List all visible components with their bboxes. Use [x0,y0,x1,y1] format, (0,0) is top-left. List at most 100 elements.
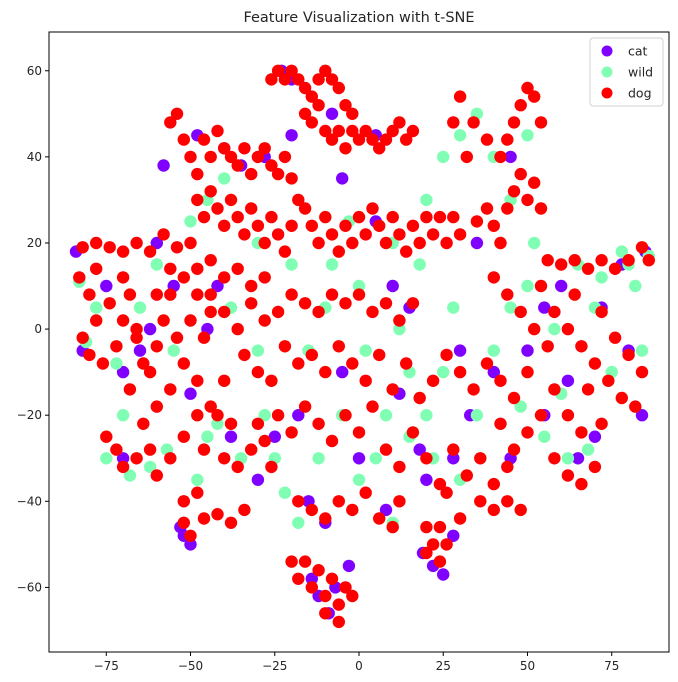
dog-point [177,357,190,370]
dog-point [501,460,514,474]
dog-point [305,116,318,129]
dog-point [305,90,318,103]
dog-point [534,202,548,215]
y-tick-label: 40 [27,150,42,164]
dog-point [224,193,238,207]
dog-point [204,254,217,267]
wild-point [352,279,366,293]
dog-point [393,116,406,129]
dog-point [76,241,89,254]
cat-point [251,473,265,486]
wild-point [581,443,595,456]
chart-title: Feature Visualization with t-SNE [243,10,474,26]
dog-point [386,210,399,224]
cat-point [211,279,224,293]
cat-point [379,503,393,517]
dog-point [305,348,318,362]
dog-point [278,340,292,353]
dog-point [467,383,480,396]
dog-point [608,331,622,344]
dog-point [379,236,393,250]
dog-point [474,452,487,465]
dog-point [325,73,339,86]
dog-point [191,486,204,499]
cat-point [305,572,318,585]
wild-point [453,129,467,142]
cat-point [116,365,130,379]
dog-point [150,288,163,301]
dog-point [258,314,271,327]
dog-point [123,383,137,396]
cat-point [184,538,197,551]
dog-point [204,288,217,301]
dog-point [319,365,332,379]
dog-point [197,210,211,224]
cat-point [453,344,467,357]
wild-point [528,236,541,250]
dog-point [359,374,372,387]
dog-point [581,383,595,396]
dog-point [453,90,467,103]
wild-point [352,473,366,486]
dog-point [332,615,345,629]
dog-point [150,340,163,353]
dog-point [325,572,339,585]
dog-point [494,236,507,250]
dog-point [561,322,575,336]
dog-point [528,176,541,189]
dog-point [521,426,534,439]
dog-point [541,340,554,353]
dog-point [103,241,116,254]
dog-point [298,297,312,310]
dog-point [608,262,622,275]
dog-point [258,142,271,155]
dog-point [346,589,359,603]
dog-point [629,400,642,413]
dog-point [298,400,312,413]
dog-point [170,241,184,254]
dog-point [150,469,163,482]
dog-point [393,460,406,474]
dog-point [366,202,379,215]
cat-point [571,452,585,465]
wild-point [251,344,265,357]
dog-point [339,219,352,232]
dog-point [164,262,177,275]
dog-point [501,288,514,301]
wild-point [110,357,123,370]
dog-point [177,133,190,146]
dog-point [507,391,521,405]
dog-point [346,357,359,370]
dog-point [440,486,453,499]
cat-point [143,322,157,336]
dog-point [251,417,265,430]
cat-point [470,236,484,250]
dog-point [319,64,332,78]
dog-point [373,512,386,525]
cat-point [325,107,339,121]
dog-point [501,133,514,146]
dog-point [413,391,426,405]
dog-point [494,374,507,387]
cat-point [224,430,238,443]
dog-point [433,555,447,568]
dog-point [130,322,143,336]
dog-point [332,124,345,138]
dog-point [359,486,372,499]
dog-point [359,228,372,241]
dog-point [191,288,204,301]
dog-point [278,245,292,258]
dog-point [555,258,568,271]
dog-point [191,409,204,422]
dog-point [548,305,561,319]
dog-point [339,99,352,112]
x-tick-label: −50 [178,659,203,673]
dog-point [588,357,602,370]
wild-point [514,400,527,413]
legend: cat wild dog [589,37,664,107]
dog-point [292,357,305,370]
dog-point [447,210,460,224]
dog-point [467,116,480,129]
dog-point [379,297,393,310]
y-tick-label: −60 [17,580,42,594]
